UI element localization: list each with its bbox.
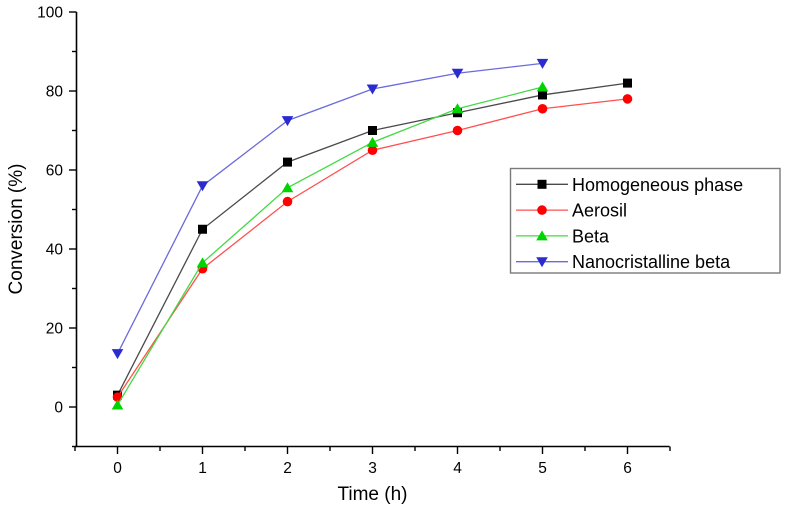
aerosil-marker-circle	[112, 392, 123, 402]
nanocristalline-beta-marker-triangle-down	[111, 349, 124, 360]
legend-label-homogeneous-phase: Homogeneous phase	[572, 175, 743, 195]
homogeneous-phase-marker-square	[538, 90, 547, 100]
y-tick-label: 20	[46, 321, 64, 338]
beta-marker-triangle-up	[111, 399, 124, 410]
y-tick-label: 80	[46, 84, 64, 101]
beta-marker-triangle-up	[536, 81, 549, 92]
legend-label-beta: Beta	[572, 226, 610, 246]
x-tick-label: 4	[453, 460, 462, 477]
series-line-beta	[116, 86, 543, 406]
aerosil-marker-circle	[622, 94, 633, 104]
series-line-nanocristalline-beta	[116, 62, 543, 354]
beta-marker-triangle-up	[366, 136, 379, 147]
beta-marker-triangle-up	[536, 230, 548, 241]
x-tick-label: 3	[368, 460, 377, 477]
nanocristalline-beta-marker-triangle-down	[451, 68, 464, 79]
y-tick-label: 100	[37, 5, 63, 22]
x-axis-title: Time (h)	[337, 484, 407, 505]
y-tick-label: 0	[54, 400, 63, 417]
nanocristalline-beta-marker-triangle-down	[366, 84, 379, 95]
aerosil-marker-circle	[367, 145, 378, 156]
beta-marker-triangle-up	[196, 257, 209, 268]
legend-label-nanocristalline-beta: Nanocristalline beta	[572, 252, 731, 272]
aerosil-marker-circle	[537, 205, 547, 215]
x-tick-label: 6	[623, 460, 632, 477]
legend-label-aerosil: Aerosil	[572, 201, 627, 221]
nanocristalline-beta-marker-triangle-down	[281, 116, 294, 127]
aerosil-marker-circle	[452, 125, 463, 136]
beta-marker-triangle-up	[281, 182, 294, 193]
x-tick-label: 1	[198, 460, 207, 477]
homogeneous-phase-marker-square	[283, 157, 292, 167]
legend-box	[509, 167, 781, 274]
nanocristalline-beta-marker-triangle-down	[196, 181, 209, 192]
x-tick-label: 0	[113, 460, 122, 477]
beta-marker-triangle-up	[451, 103, 464, 114]
homogeneous-phase-marker-square	[537, 179, 547, 189]
y-axis-title: Conversion (%)	[6, 164, 27, 295]
nanocristalline-beta-marker-triangle-down	[536, 58, 549, 69]
homogeneous-phase-marker-square	[368, 126, 377, 135]
aerosil-marker-circle	[537, 103, 548, 114]
x-tick-label: 5	[538, 460, 547, 477]
x-tick-label: 2	[283, 460, 292, 477]
y-tick-label: 40	[46, 242, 64, 259]
homogeneous-phase-marker-square	[198, 224, 207, 234]
aerosil-marker-circle	[282, 196, 293, 207]
homogeneous-phase-marker-square	[623, 78, 632, 88]
y-tick-label: 60	[46, 163, 64, 180]
nanocristalline-beta-marker-triangle-down	[536, 257, 548, 268]
